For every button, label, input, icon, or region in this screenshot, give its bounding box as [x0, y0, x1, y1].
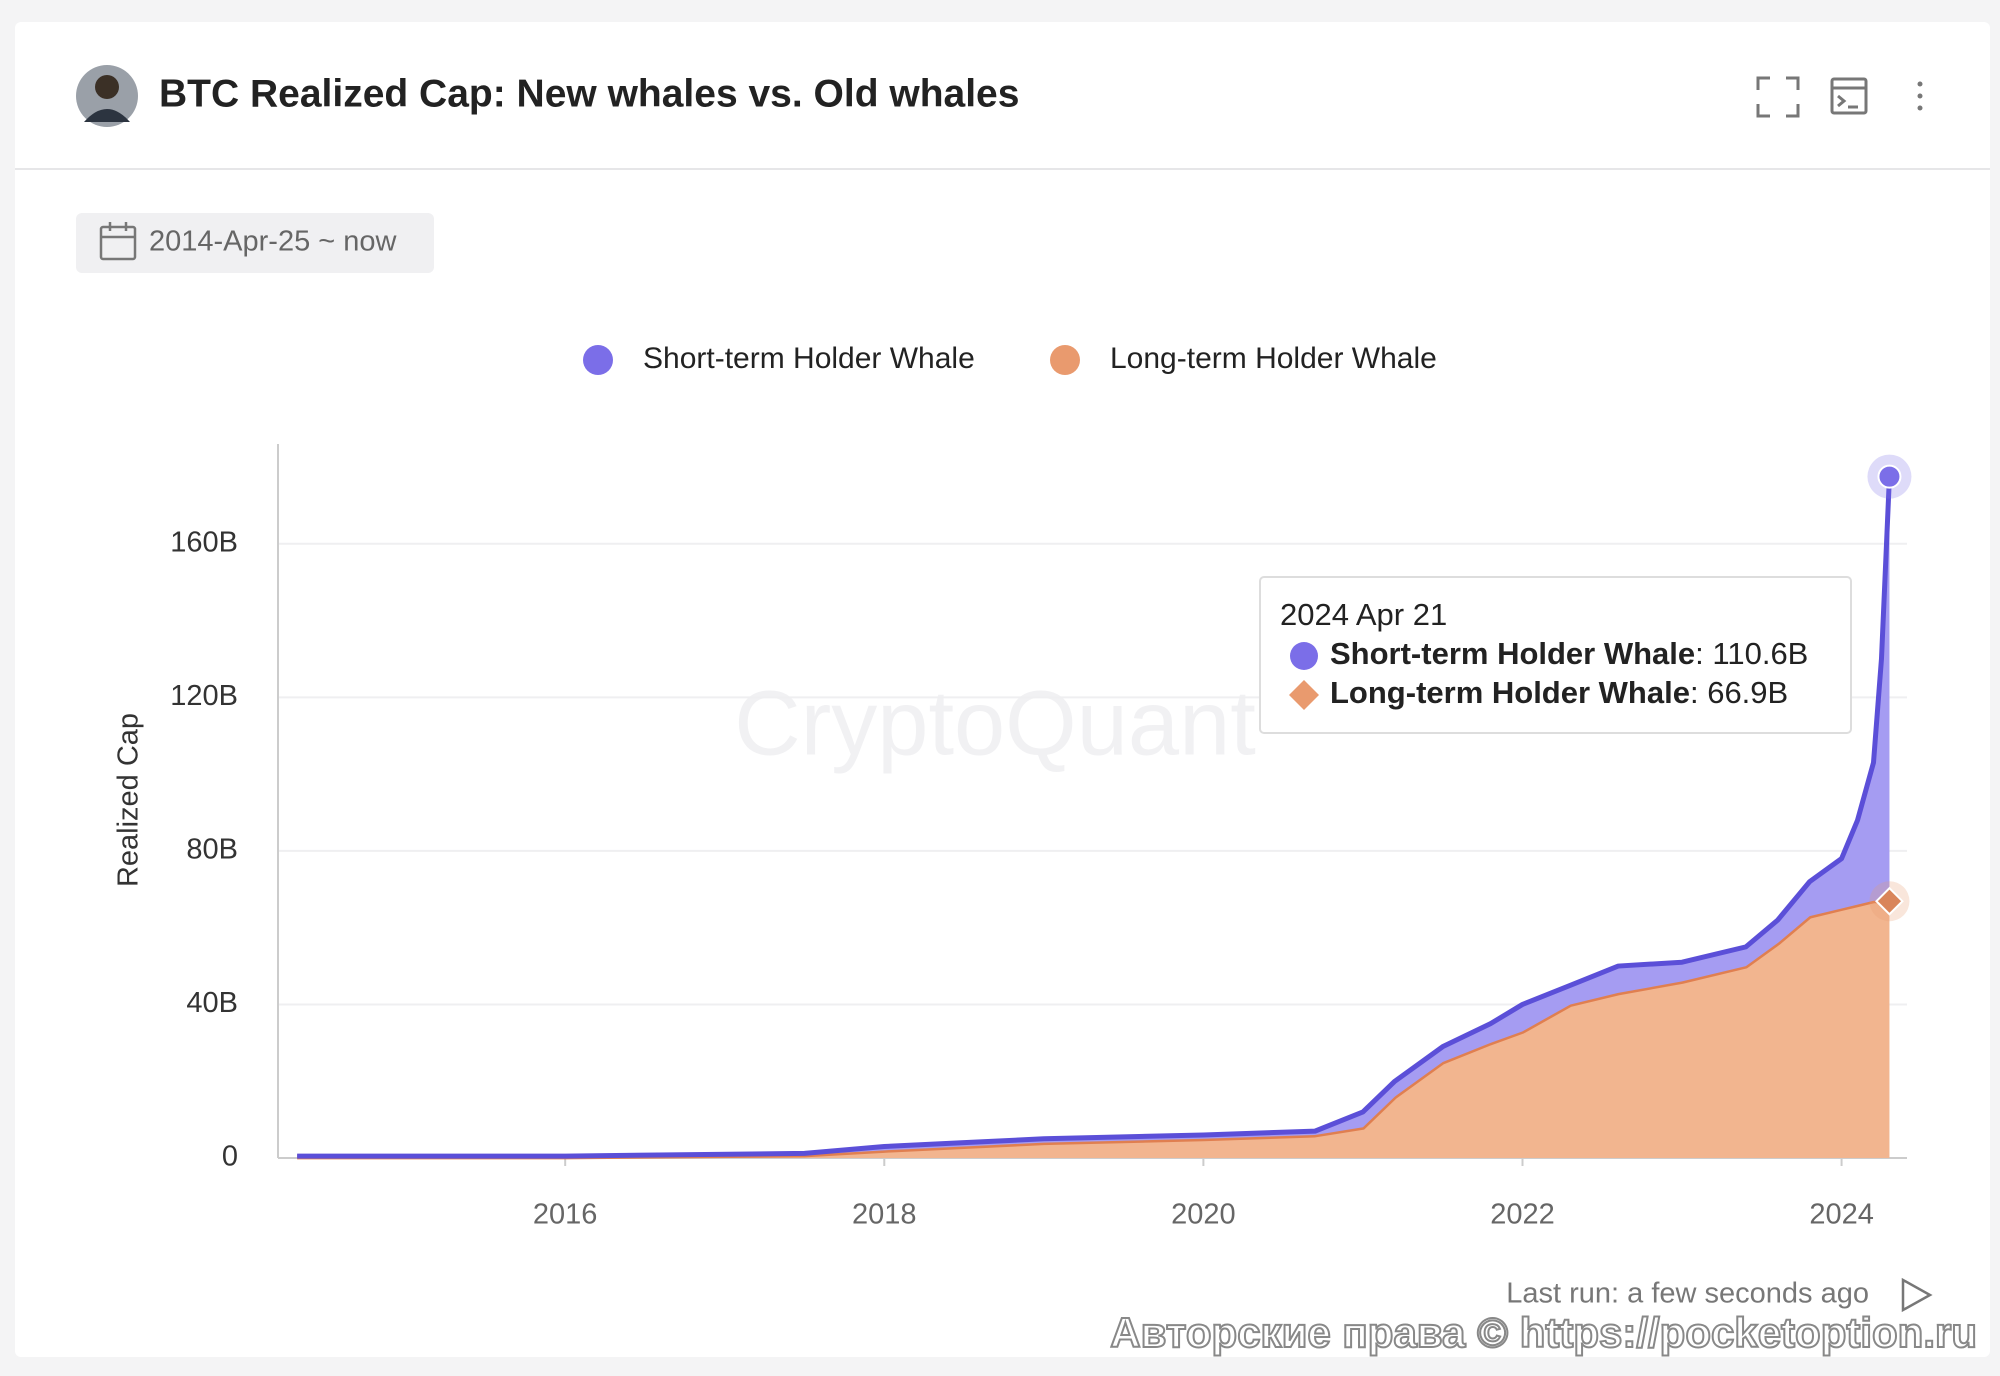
tooltip-text: 66.9B — [1707, 675, 1788, 710]
watermark: CryptoQuant — [734, 672, 1256, 774]
x-tick-label: 2022 — [1490, 1199, 1555, 1231]
tooltip-marker — [1290, 642, 1318, 670]
more-icon[interactable] — [1917, 81, 1923, 111]
date-range-button[interactable] — [76, 213, 434, 273]
x-tick-label: 2020 — [1171, 1199, 1236, 1231]
avatar-body — [84, 109, 130, 122]
copyright: Авторские права © https://pocketoption.r… — [1110, 1309, 1977, 1356]
end-marker — [1877, 464, 1902, 489]
legend-label: Long-term Holder Whale — [1110, 342, 1437, 375]
y-tick-label: 40B — [186, 987, 238, 1019]
legend-marker — [1050, 345, 1080, 375]
tooltip-date: 2024 Apr 21 — [1280, 597, 1447, 632]
run-icon[interactable] — [1901, 1277, 1933, 1313]
title: BTC Realized Cap: New whales vs. Old wha… — [159, 72, 1019, 115]
tooltip-item: Long-term Holder Whale: 66.9B — [1330, 675, 1788, 710]
tooltip-text: : — [1690, 675, 1699, 710]
tooltip-text: 110.6B — [1712, 636, 1808, 671]
x-tick-label: 2024 — [1809, 1199, 1874, 1231]
tooltip-text: Short-term Holder Whale — [1330, 636, 1695, 671]
tooltip-text: Long-term Holder Whale — [1330, 675, 1690, 710]
x-tick-label: 2016 — [533, 1199, 598, 1231]
y-tick-label: 0 — [222, 1141, 238, 1173]
tooltip-item: Short-term Holder Whale: 110.6B — [1330, 636, 1808, 671]
tooltip-box — [1259, 576, 1852, 734]
y-axis-label: Realized Cap — [113, 713, 145, 887]
legend-label: Short-term Holder Whale — [643, 342, 975, 375]
area-line — [297, 476, 1892, 1159]
x-tick-label: 2018 — [852, 1199, 917, 1231]
last-run: Last run: a few seconds ago — [1506, 1278, 1869, 1310]
fullscreen-icon[interactable] — [1756, 76, 1800, 118]
y-tick-label: 160B — [170, 526, 238, 558]
tooltip: 2024 Apr 21 Short-term Holder Whale: 110.… — [1259, 576, 1852, 734]
y-tick-label: 80B — [186, 834, 238, 866]
end-marker — [1875, 886, 1904, 916]
area — [297, 900, 1890, 1158]
query-icon[interactable] — [1830, 77, 1868, 115]
calendar-icon — [99, 222, 137, 261]
y-tick-label: 120B — [170, 680, 238, 712]
plot: CryptoQuant 0 40B 80B 120B 160B 2016 2018 2020 20… — [113, 444, 1912, 1231]
legend-marker — [583, 345, 613, 375]
tooltip-text: : — [1695, 636, 1704, 671]
date-range: 2014-Apr-25 ~ now — [149, 226, 398, 258]
avatar-head — [95, 75, 119, 99]
tooltip-marker — [1289, 680, 1319, 710]
